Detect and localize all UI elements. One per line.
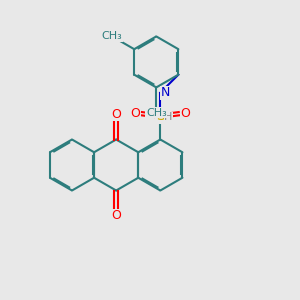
- Text: H: H: [164, 112, 173, 122]
- Text: CH₃: CH₃: [146, 108, 167, 118]
- Text: N: N: [161, 86, 170, 99]
- Text: O: O: [181, 107, 190, 120]
- Text: S: S: [156, 109, 165, 123]
- Text: O: O: [130, 107, 140, 120]
- Text: O: O: [111, 108, 121, 121]
- Text: O: O: [111, 209, 121, 222]
- Text: CH₃: CH₃: [102, 32, 122, 41]
